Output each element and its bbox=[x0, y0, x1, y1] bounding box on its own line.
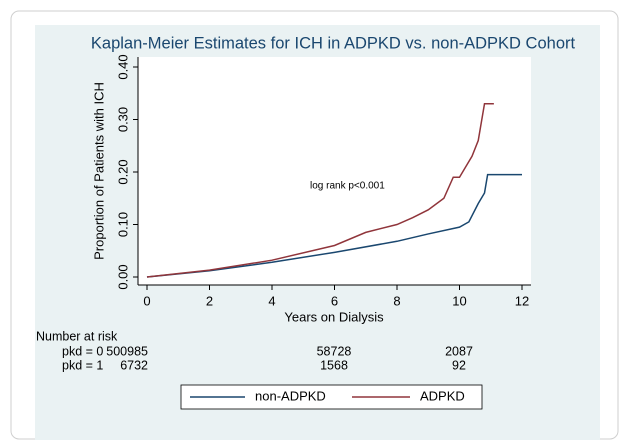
risk-value: 58728 bbox=[317, 344, 352, 358]
x-tick-label: 6 bbox=[331, 293, 338, 308]
km-curve bbox=[146, 173, 522, 278]
risk-value: 500985 bbox=[106, 344, 148, 358]
y-tick-label: 0.30 bbox=[115, 107, 130, 132]
x-tick-label: 0 bbox=[143, 293, 150, 308]
legend-label: non-ADPKD bbox=[255, 388, 326, 403]
x-tick-label: 4 bbox=[268, 293, 275, 308]
risk-table-title: Number at risk bbox=[36, 329, 118, 343]
x-tick-label: 10 bbox=[452, 293, 466, 308]
chart-title: Kaplan-Meier Estimates for ICH in ADPKD … bbox=[91, 34, 576, 52]
risk-row-label: pkd = 0 bbox=[62, 344, 103, 358]
plot-region bbox=[138, 57, 531, 285]
risk-value: 92 bbox=[452, 358, 466, 372]
y-tick-label: 0.10 bbox=[115, 212, 130, 237]
risk-value: 6732 bbox=[120, 358, 148, 372]
annotation: log rank p<0.001 bbox=[310, 181, 385, 192]
y-tick-label: 0.20 bbox=[115, 159, 130, 184]
km-curve bbox=[146, 103, 494, 278]
y-tick-label: 0.00 bbox=[115, 264, 130, 289]
risk-value: 2087 bbox=[445, 344, 473, 358]
legend-label: ADPKD bbox=[420, 388, 465, 403]
x-tick-label: 2 bbox=[206, 293, 213, 308]
y-axis-label: Proportion of Patients with ICH bbox=[91, 82, 106, 260]
risk-row-label: pkd = 1 bbox=[62, 358, 103, 372]
x-tick-label: 12 bbox=[515, 293, 529, 308]
y-tick-label: 0.40 bbox=[115, 54, 130, 79]
x-tick-label: 8 bbox=[393, 293, 400, 308]
x-axis-label: Years on Dialysis bbox=[284, 309, 384, 324]
risk-value: 1568 bbox=[320, 358, 348, 372]
